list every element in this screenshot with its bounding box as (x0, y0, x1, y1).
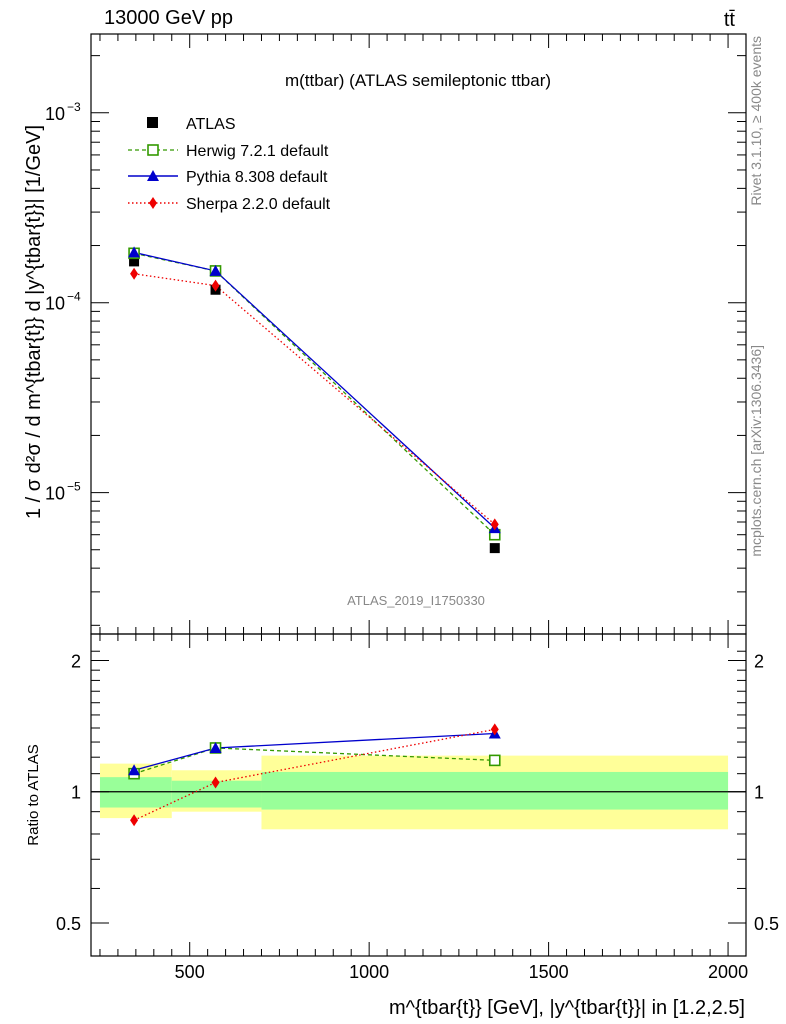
ratio-panel: 500 1000 1500 2000 0.5 0.5 1 1 2 2 (56, 633, 779, 982)
ratio-frame (90, 633, 747, 957)
legend-herwig-label: Herwig 7.2.1 default (186, 143, 329, 160)
rivet-info: Rivet 3.1.10, ≥ 400k events (748, 36, 764, 206)
legend-sherpa-label: Sherpa 2.2.0 default (186, 196, 331, 213)
legend-pythia-marker (147, 170, 159, 181)
main-y-tick-exponent: −4 (67, 290, 81, 304)
watermark: ATLAS_2019_I1750330 (347, 593, 485, 608)
data-marks (128, 246, 501, 827)
x-tick-label: 500 (175, 962, 205, 982)
main-point-sherpa (130, 267, 139, 280)
ratio-y-tick-label-right: 2 (754, 651, 764, 671)
mcplots-info: mcplots.cern.ch [arXiv:1306.3436] (748, 345, 764, 557)
main-point-pythia (128, 246, 141, 258)
ratio-y-tick-label-right: 0.5 (754, 914, 779, 934)
ratio-y-axis-title: Ratio to ATLAS (25, 744, 42, 845)
main-line-herwig (133, 252, 496, 536)
main-y-tick-exponent: −3 (67, 100, 81, 114)
ratio-point-sherpa (490, 723, 499, 736)
main-y-tick-exponent: −5 (67, 480, 81, 494)
x-tick-label: 2000 (708, 962, 748, 982)
ratio-point-herwig (488, 754, 501, 767)
main-y-tick-label: 10 (45, 104, 65, 124)
legend-atlas-label: ATLAS (186, 116, 236, 133)
ratio-y-tick-label: 1 (71, 783, 81, 803)
x-tick-label: 1000 (349, 962, 389, 982)
ratio-point-pythia (209, 741, 222, 753)
ratio-y-tick-label: 0.5 (56, 914, 81, 934)
legend-atlas-marker (147, 117, 158, 128)
ratio-y-tick-label-right: 1 (754, 783, 764, 803)
ratio-band-inner (261, 771, 729, 810)
main-point-atlas (129, 256, 140, 267)
main-point-sherpa (211, 279, 220, 292)
main-y-axis-title-text: 1 / σ d²σ / d m^{tbar{t}} d |y^{tbar{t}}… (23, 125, 45, 519)
header-left-label: 13000 GeV pp (104, 7, 233, 29)
ratio-point-sherpa (211, 776, 220, 789)
main-y-tick-label: 10 (45, 484, 65, 504)
main-title: m(ttbar) (ATLAS semileptonic ttbar) (285, 71, 551, 90)
legend-herwig-marker (147, 144, 159, 156)
main-point-sherpa (490, 518, 499, 531)
ratio-band-inner (99, 777, 172, 808)
main-point-pythia (209, 264, 222, 276)
legend-pythia-label: Pythia 8.308 default (186, 169, 328, 186)
ratio-y-tick-label: 2 (71, 651, 81, 671)
x-tick-label: 1500 (529, 962, 569, 982)
ratio-point-pythia (128, 764, 141, 776)
legend-sherpa-marker (149, 197, 157, 209)
header-right-label: tt̄ (724, 9, 736, 31)
main-point-atlas (489, 543, 500, 554)
x-axis-title: m^{tbar{t}} [GeV], |y^{tbar{t}}| in [1.2… (389, 997, 745, 1019)
ratio-point-sherpa (130, 814, 139, 827)
main-y-axis-title: 1 / σ d²σ / d m^{tbar{t}} d |y^{tbar{t}}… (23, 125, 45, 519)
legend: ATLAS Herwig 7.2.1 default Pythia 8.308 … (128, 116, 331, 213)
main-y-tick-label: 10 (45, 294, 65, 314)
